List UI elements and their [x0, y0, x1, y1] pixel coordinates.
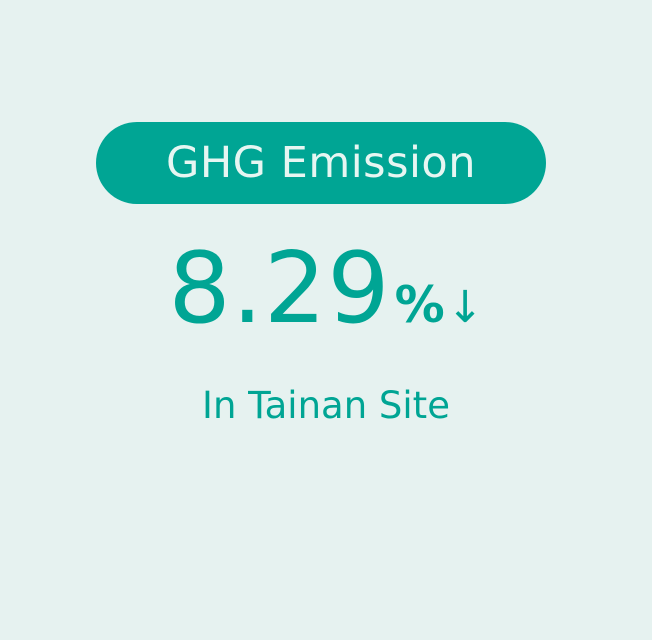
down-arrow-icon: ↓ [446, 282, 484, 333]
ghg-emission-badge: GHG Emission [96, 122, 546, 204]
site-label: In Tainan Site [202, 384, 450, 427]
badge-label: GHG Emission [166, 137, 476, 188]
emission-reduction-stat: 8.29 % ↓ [0, 240, 652, 348]
stat-value: 8.29 [168, 232, 391, 346]
stat-unit: % [394, 276, 445, 334]
